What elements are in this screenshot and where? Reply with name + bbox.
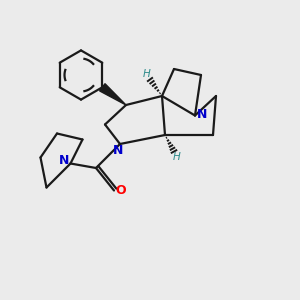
Text: H: H: [143, 69, 151, 79]
Text: N: N: [59, 154, 69, 167]
Text: H: H: [173, 152, 181, 162]
Text: N: N: [113, 144, 124, 157]
Polygon shape: [100, 84, 126, 105]
Text: N: N: [196, 107, 207, 121]
Text: O: O: [115, 184, 126, 197]
